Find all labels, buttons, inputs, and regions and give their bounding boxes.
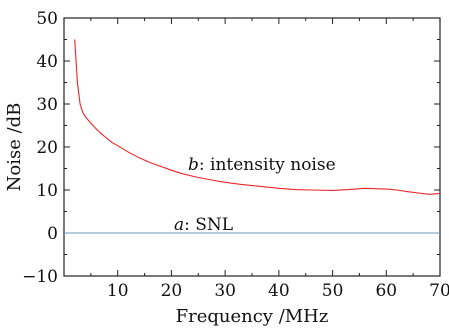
series-line-intensity-noise xyxy=(74,39,441,195)
y-tick-label: 20 xyxy=(36,138,58,158)
y-tick-label: 10 xyxy=(36,181,58,201)
y-axis-title: Noise /dB xyxy=(4,103,25,192)
y-tick-label: 0 xyxy=(47,224,58,244)
x-tick-label: 40 xyxy=(268,281,290,301)
annotation-snl-letter: a xyxy=(174,215,184,235)
y-tick-label: 50 xyxy=(36,9,58,29)
annotation-snl-text: : SNL xyxy=(184,215,233,235)
x-tick-label: 50 xyxy=(322,281,344,301)
x-axis-title: Frequency /MHz xyxy=(176,306,329,327)
x-tick-label: 30 xyxy=(214,281,236,301)
x-tick-label: 20 xyxy=(161,281,183,301)
y-axis-ticks: −10 0 10 20 30 40 50 xyxy=(22,9,440,287)
annotation-snl: a: SNL xyxy=(174,215,233,235)
x-axis-ticks: 10 20 30 40 50 60 70 xyxy=(90,18,449,301)
annotation-intensity-noise-text: : intensity noise xyxy=(199,155,336,175)
annotation-intensity-noise-letter: b xyxy=(188,155,199,175)
x-tick-label: 70 xyxy=(429,281,449,301)
x-tick-label: 60 xyxy=(375,281,397,301)
x-tick-label: 10 xyxy=(107,281,129,301)
y-tick-label: 30 xyxy=(36,95,58,115)
series-layer xyxy=(64,39,441,234)
y-tick-label: 40 xyxy=(36,52,58,72)
y-tick-label: −10 xyxy=(22,267,58,287)
annotation-intensity-noise: b: intensity noise xyxy=(188,155,336,175)
